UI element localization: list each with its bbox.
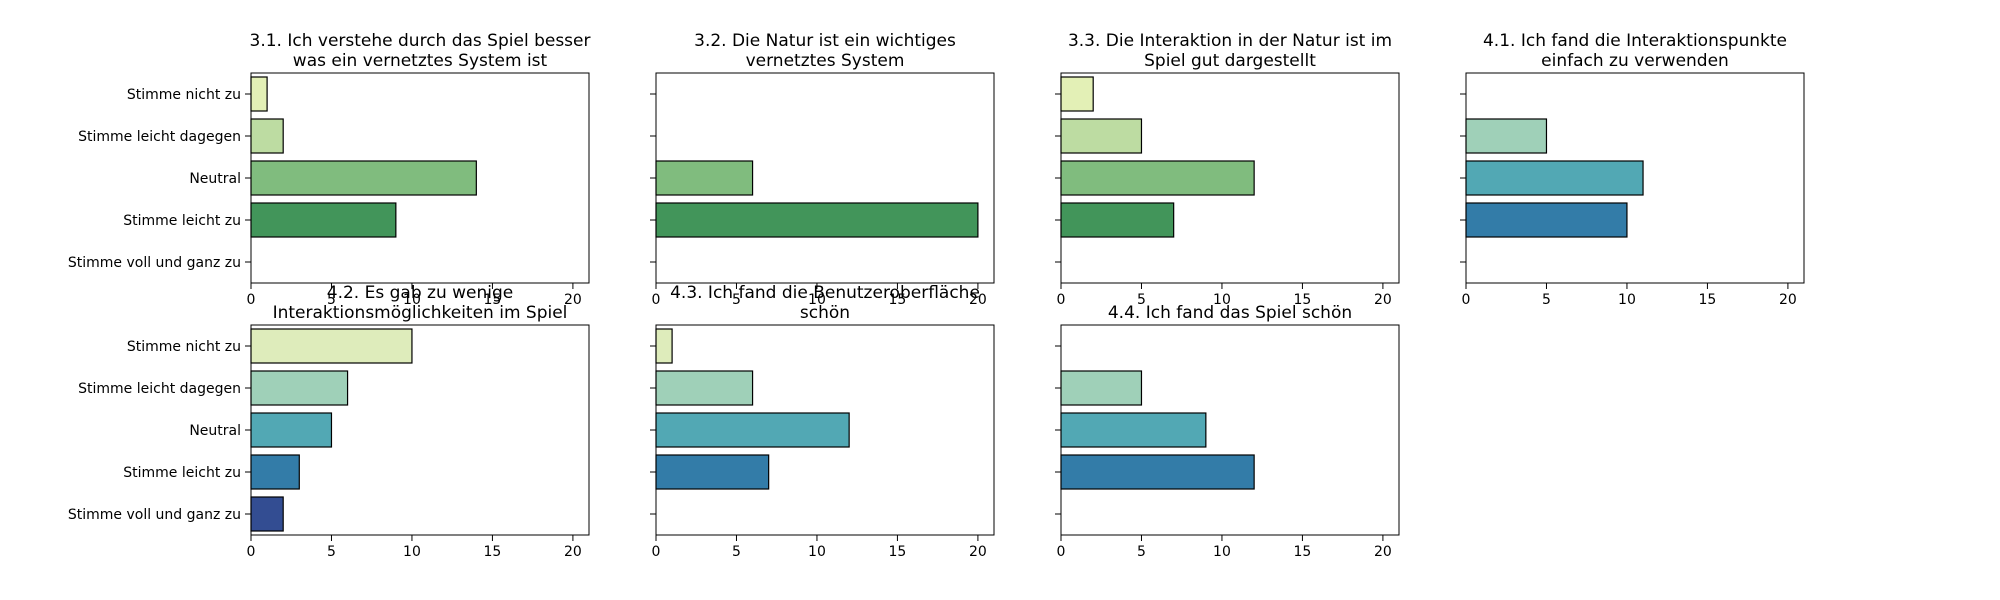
x-tick-label: 0 <box>1462 292 1471 308</box>
x-tick-label: 15 <box>889 292 907 308</box>
bar <box>655 370 754 406</box>
bar <box>250 160 477 196</box>
axes-frame <box>655 72 995 284</box>
y-tick-label: Neutral <box>189 423 241 439</box>
subplot-title: Spiel gut dargestellt <box>1144 51 1316 71</box>
bar <box>250 76 268 112</box>
x-tick-label: 20 <box>1374 544 1392 560</box>
bar <box>250 412 333 448</box>
x-tick-label: 10 <box>403 544 421 560</box>
y-tick-label: Stimme voll und ganz zu <box>68 255 241 271</box>
x-tick-label: 0 <box>247 544 256 560</box>
subplot-5: 4.2. Es gab zu wenigeInteraktionsmöglich… <box>68 283 590 560</box>
bar <box>655 160 754 196</box>
bar <box>1465 118 1548 154</box>
x-tick-label: 0 <box>652 292 661 308</box>
x-tick-label: 5 <box>327 292 336 308</box>
subplot-6: 4.3. Ich fand die Benutzeroberflächeschö… <box>650 283 995 560</box>
subplot-7: 4.4. Ich fand das Spiel schön 0 5 10 15 20 <box>1055 303 1400 560</box>
x-tick-label: 10 <box>1213 292 1231 308</box>
x-tick-label: 0 <box>1057 292 1066 308</box>
bar <box>655 202 979 238</box>
y-tick-label: Stimme leicht zu <box>123 465 241 481</box>
bar <box>250 118 284 154</box>
bar <box>1060 118 1143 154</box>
bar <box>1060 370 1143 406</box>
subplot-title: 4.3. Ich fand die Benutzeroberfläche <box>670 283 980 303</box>
subplot-title: Interaktionsmöglichkeiten im Spiel <box>273 303 568 323</box>
subplot-1: 3.1. Ich verstehe durch das Spiel besser… <box>68 31 591 308</box>
bar <box>250 202 397 238</box>
bar <box>1465 160 1644 196</box>
x-tick-label: 15 <box>1699 292 1717 308</box>
bar <box>250 328 413 364</box>
axes-frame <box>1060 324 1400 536</box>
x-tick-label: 20 <box>1374 292 1392 308</box>
axes-frame <box>655 324 995 536</box>
subplot-title: 3.2. Die Natur ist ein wichtiges <box>694 31 956 51</box>
x-tick-label: 15 <box>1294 544 1312 560</box>
x-tick-label: 20 <box>1779 292 1797 308</box>
subplot-title: 4.4. Ich fand das Spiel schön <box>1108 303 1352 323</box>
x-tick-label: 20 <box>564 292 582 308</box>
y-tick-label: Stimme leicht zu <box>123 213 241 229</box>
y-tick-label: Stimme voll und ganz zu <box>68 507 241 523</box>
bar <box>1060 454 1255 490</box>
x-tick-label: 15 <box>889 544 907 560</box>
bar <box>1060 160 1255 196</box>
bar <box>655 454 770 490</box>
bar <box>1060 76 1094 112</box>
x-tick-label: 10 <box>403 292 421 308</box>
x-tick-label: 10 <box>808 292 826 308</box>
x-tick-label: 5 <box>327 544 336 560</box>
bar <box>1060 202 1175 238</box>
subplot-3: 3.3. Die Interaktion in der Natur ist im… <box>1055 31 1400 308</box>
x-tick-label: 5 <box>732 292 741 308</box>
axes-frame <box>1465 72 1805 284</box>
subplot-title: 3.3. Die Interaktion in der Natur ist im <box>1068 31 1392 51</box>
y-tick-label: Stimme leicht dagegen <box>78 129 241 145</box>
x-tick-label: 5 <box>732 544 741 560</box>
subplot-title: 4.1. Ich fand die Interaktionspunkte <box>1483 31 1787 51</box>
bar <box>655 328 673 364</box>
bar <box>250 496 284 532</box>
x-tick-label: 5 <box>1542 292 1551 308</box>
x-tick-label: 20 <box>564 544 582 560</box>
x-tick-label: 20 <box>969 544 987 560</box>
subplot-4: 4.1. Ich fand die Interaktionspunkteeinf… <box>1460 31 1805 308</box>
subplot-title: einfach zu verwenden <box>1541 51 1729 71</box>
x-tick-label: 0 <box>1057 544 1066 560</box>
subplot-title: was ein vernetztes System ist <box>293 51 548 71</box>
subplot-2: 3.2. Die Natur ist ein wichtigesvernetzt… <box>650 31 995 308</box>
x-tick-label: 15 <box>484 544 502 560</box>
x-tick-label: 15 <box>484 292 502 308</box>
bar <box>250 454 300 490</box>
x-tick-label: 0 <box>247 292 256 308</box>
bar <box>655 412 850 448</box>
x-tick-label: 10 <box>1618 292 1636 308</box>
y-tick-label: Neutral <box>189 171 241 187</box>
bar <box>1060 412 1207 448</box>
subplot-title: vernetztes System <box>746 51 905 71</box>
subplot-title: 3.1. Ich verstehe durch das Spiel besser <box>250 31 591 51</box>
axes-frame <box>250 324 590 536</box>
x-tick-label: 0 <box>652 544 661 560</box>
x-tick-label: 15 <box>1294 292 1312 308</box>
x-tick-label: 5 <box>1137 292 1146 308</box>
subplot-title: schön <box>800 303 850 323</box>
subplot-title: 4.2. Es gab zu wenige <box>327 283 513 303</box>
bar <box>1465 202 1628 238</box>
y-tick-label: Stimme nicht zu <box>127 87 241 103</box>
y-tick-label: Stimme nicht zu <box>127 339 241 355</box>
x-tick-label: 20 <box>969 292 987 308</box>
x-tick-label: 10 <box>808 544 826 560</box>
axes-frame <box>1060 72 1400 284</box>
y-tick-label: Stimme leicht dagegen <box>78 381 241 397</box>
axes-frame <box>250 72 590 284</box>
x-tick-label: 5 <box>1137 544 1146 560</box>
x-tick-label: 10 <box>1213 544 1231 560</box>
bar <box>250 370 349 406</box>
